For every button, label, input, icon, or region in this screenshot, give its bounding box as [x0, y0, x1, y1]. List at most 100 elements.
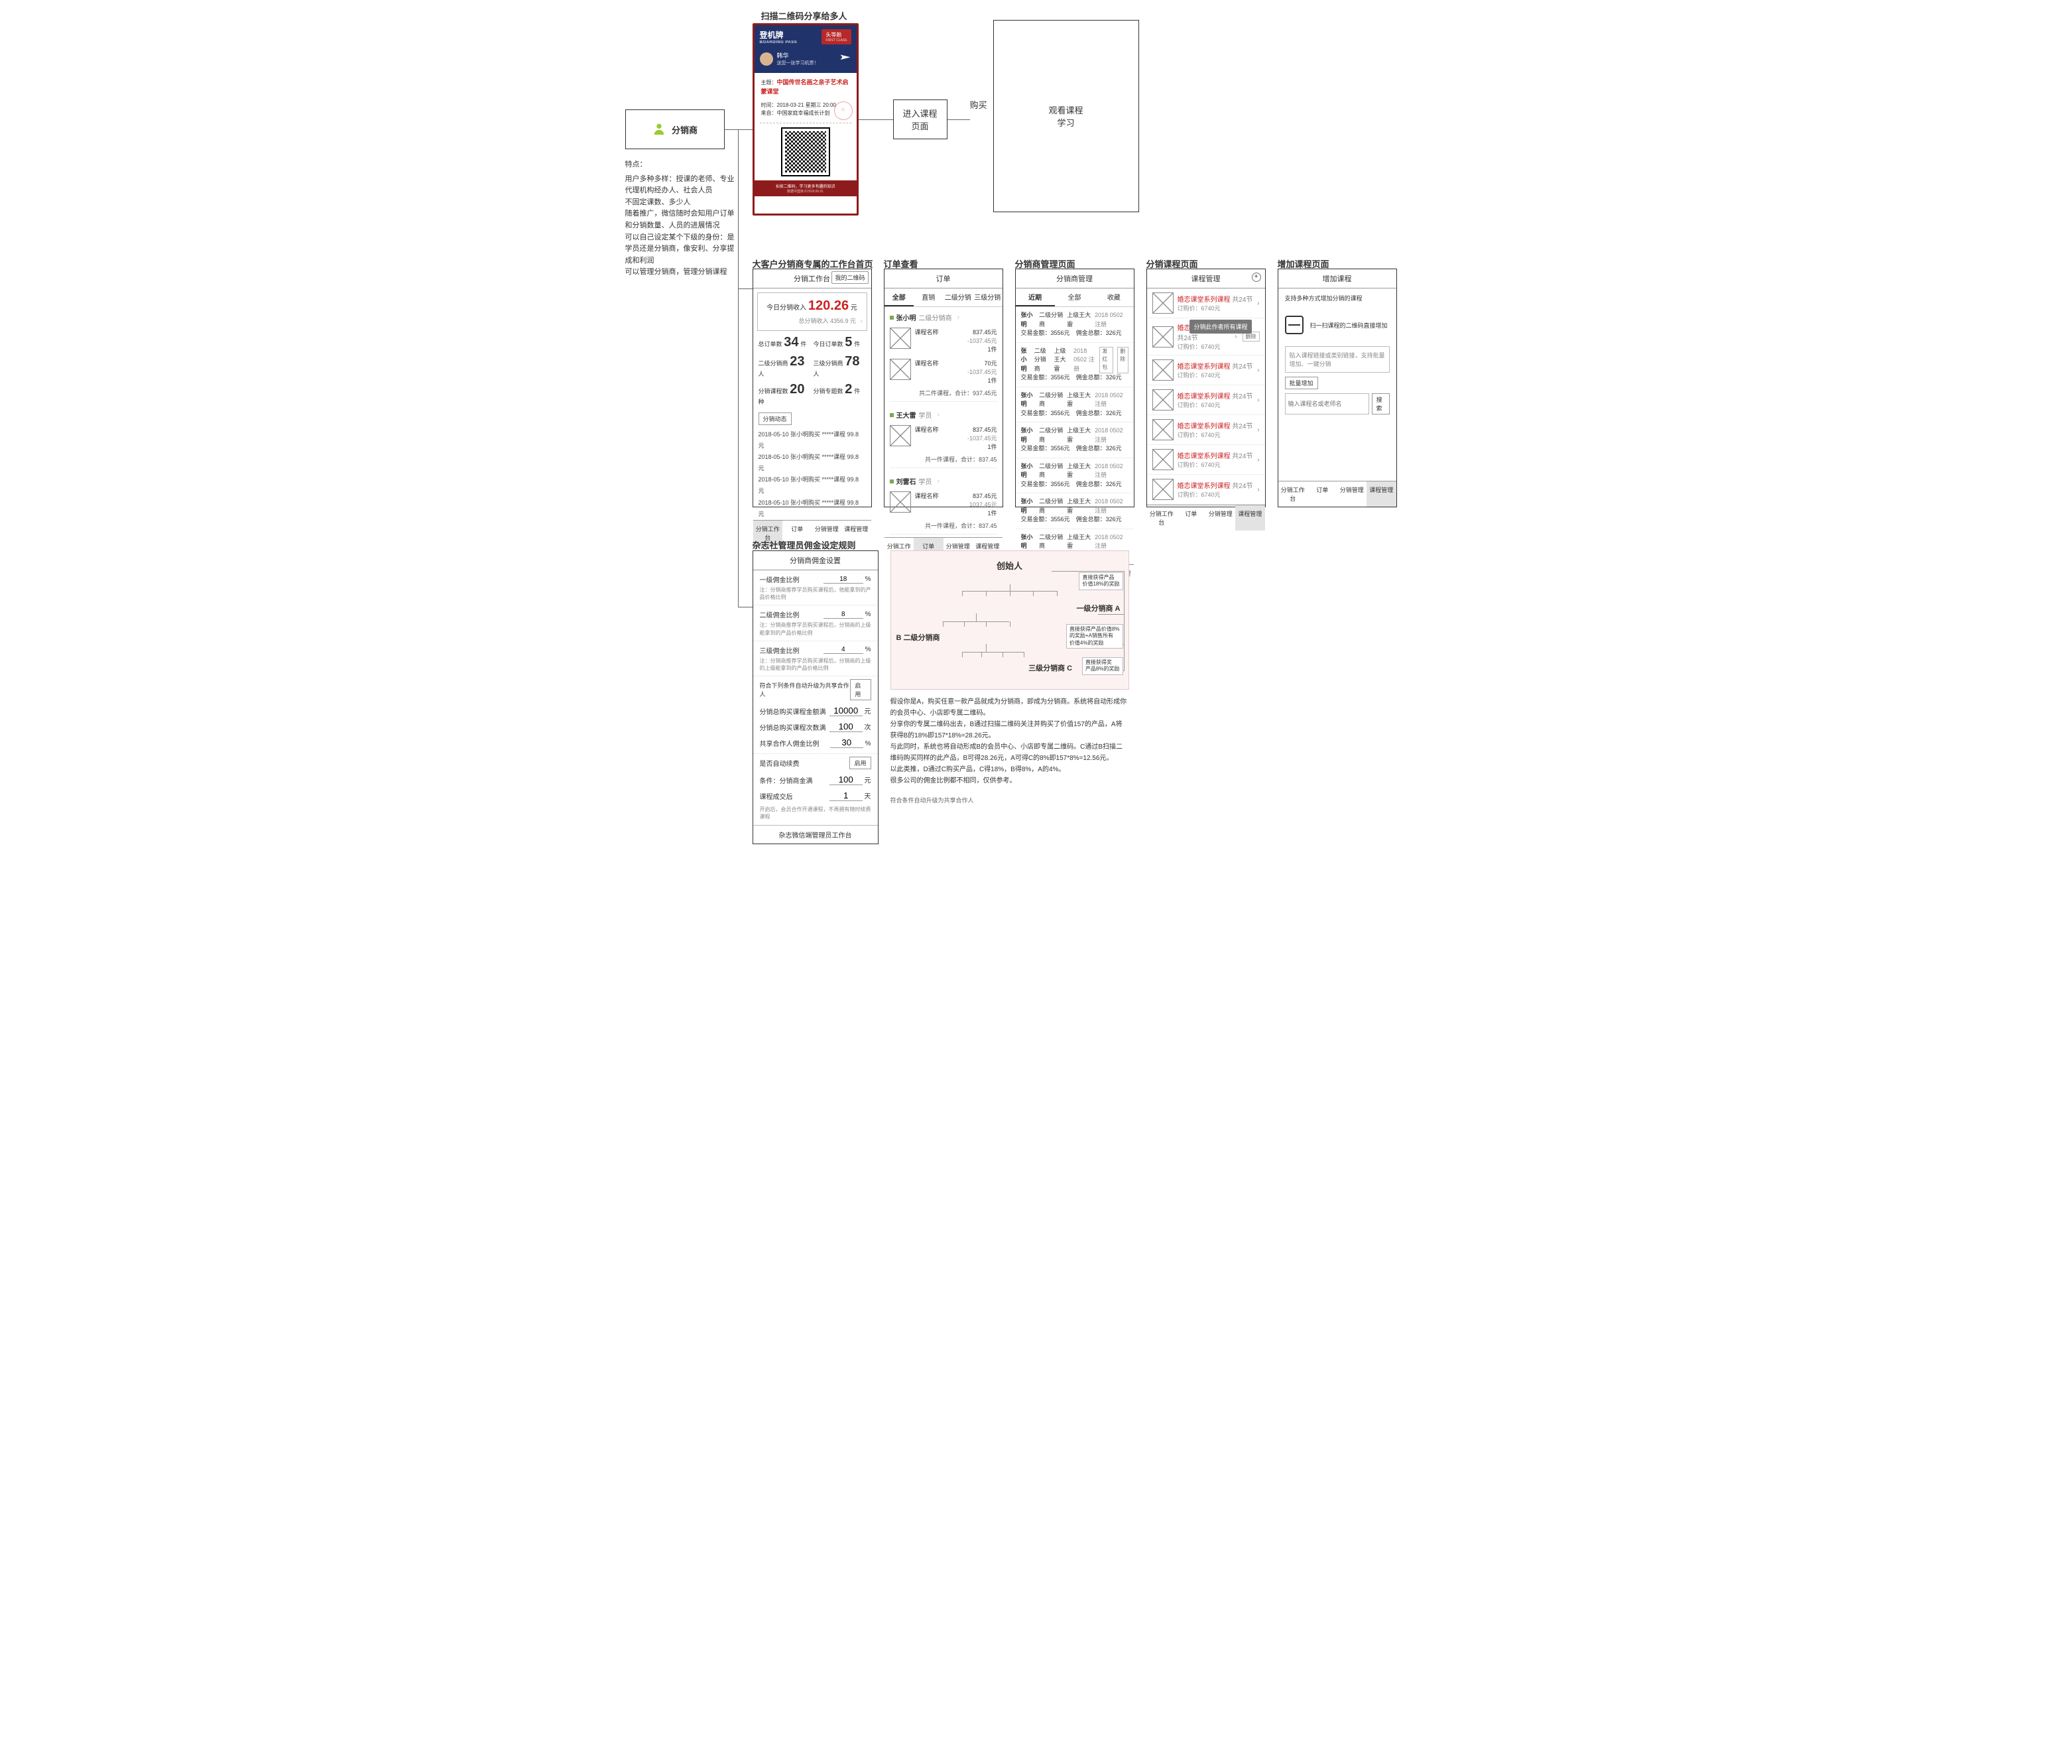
panel-dist-mgmt: 分销商管理 近期 全部 收藏 张小明二级分销商上级王大雷2018 0502 注册…	[1015, 269, 1134, 507]
boarding-class-en: FIRST CLASS	[825, 38, 847, 42]
r1-input[interactable]	[829, 775, 863, 785]
tab-dm-all[interactable]: 全部	[1055, 288, 1094, 306]
l3-note: 注：分销商推荐学员购买课程后，分销商的上级的上级能拿到的产品价格比例	[760, 657, 871, 672]
features-line: 随着推广，微信随时会知用户订单和分销数量、人员的进展情况	[625, 208, 738, 231]
c3-input[interactable]	[830, 737, 863, 748]
nav-course-mgmt[interactable]: 课程管理	[1235, 505, 1265, 531]
course-row[interactable]: 婚恋课堂系列课程 共24节订购价：6740元›	[1147, 415, 1265, 445]
stat-cell: 分销课程数 20 种	[759, 382, 811, 406]
order-item[interactable]: 课程名称837.45元1037.45元1件	[890, 489, 997, 520]
c1-input[interactable]	[829, 706, 863, 716]
activity-row: 2018-05-10 张小明购买 *****课程 99.8 元	[759, 429, 866, 452]
paste-links-area[interactable]: 贴入课程链接或类别链接，支持批量增加、一键分销	[1285, 346, 1390, 373]
l2-input[interactable]	[823, 611, 863, 619]
order-head[interactable]: 刘雷石 学员	[890, 473, 997, 489]
order-group: 张小明 二级分销商课程名称837.45元-1037.45元1件课程名称70元-1…	[884, 307, 1003, 405]
caption-commission: 杂志社管理员佣金设定规则	[753, 538, 856, 551]
order-group: 王大雷 学员课程名称837.45元-1037.45元1件共一件课程，合计：837…	[884, 405, 1003, 471]
delete-button[interactable]: 删除	[1117, 347, 1128, 374]
features-header: 特点：	[625, 159, 738, 171]
pyr-bubble-top: 直接获得产品 价值18%的奖励	[1079, 572, 1123, 590]
tab-l3[interactable]: 三级分销	[973, 288, 1003, 306]
boarding-user: 韩华	[777, 52, 789, 59]
tab-recent[interactable]: 近期	[1016, 288, 1055, 306]
order-item[interactable]: 课程名称70元-1037.45元1件	[890, 356, 997, 387]
total-income: 4356.9 元	[830, 318, 856, 324]
caption-scan-share: 扫描二维码分享给多人	[761, 9, 847, 22]
order-head[interactable]: 王大雷 学员	[890, 407, 997, 422]
nav-dashboard[interactable]: 分销工作台	[1278, 481, 1308, 507]
distributor-row[interactable]: 张小明二级分销商上级王大雷2018 0502 注册发红包 删除交易金额：3556…	[1016, 343, 1134, 387]
activity-button[interactable]: 分销动态	[759, 412, 792, 425]
enable-button-1[interactable]: 启用	[850, 679, 871, 700]
add-course-title: 增加课程	[1323, 275, 1352, 283]
features-line: 用户多种多样：授课的老师、专业代理机构经办人、社会人员	[625, 174, 738, 197]
boarding-footer2: 数据中国亲子2018.06.01	[755, 189, 857, 194]
course-row[interactable]: 婚恋课堂系列课程 共24节订购价：6740元›	[1147, 475, 1265, 505]
order-item[interactable]: 课程名称837.45元-1037.45元1件	[890, 422, 997, 454]
l3-input[interactable]	[823, 646, 863, 654]
tab-fav[interactable]: 收藏	[1094, 288, 1133, 306]
c2-input[interactable]	[829, 722, 863, 732]
add-button[interactable]: +	[1252, 273, 1261, 282]
distributor-row[interactable]: 张小明二级分销商上级王大雷2018 0502 注册交易金额：3556元 佣金总额…	[1016, 387, 1134, 423]
course-row[interactable]: 婚恋课堂系列课程 共24节订购价：6740元›分销此作者所有课程删除	[1147, 318, 1265, 355]
enable-button-2[interactable]: 启用	[849, 757, 871, 769]
search-button[interactable]: 搜索	[1372, 393, 1390, 414]
scan-icon[interactable]	[1285, 316, 1304, 334]
flow-buy-label: 购买	[970, 98, 987, 111]
course-row[interactable]: 婚恋课堂系列课程 共24节订购价：6740元›	[1147, 355, 1265, 385]
distributor-row[interactable]: 张小明二级分销商上级王大雷2018 0502 注册交易金额：3556元 佣金总额…	[1016, 307, 1134, 343]
course-mgmt-title: 课程管理	[1191, 275, 1221, 283]
batch-add-button[interactable]: 批量增加	[1285, 377, 1318, 389]
order-head[interactable]: 张小明 二级分销商	[890, 310, 997, 325]
today-income-unit: 元	[851, 304, 857, 312]
dist-mgmt-title: 分销商管理	[1056, 275, 1093, 283]
nav-orders[interactable]: 订单	[1308, 481, 1337, 507]
panel-orders: 订单 全部 直销 二级分销 三级分销 张小明 二级分销商课程名称837.45元-…	[884, 269, 1003, 507]
distributor-node: 分销商	[625, 109, 725, 149]
distributor-label: 分销商	[672, 123, 698, 136]
boarding-footer1: 长按二维码，学习更多有趣的知识	[755, 183, 857, 189]
activity-row: 2018-05-10 张小明购买 *****课程 99.8 元	[759, 452, 866, 474]
pyramid-chart: 创始人 一级分销商 A 直接获得产品 价值18%的奖励	[890, 550, 1129, 690]
panel-dashboard: 分销工作台 我的二维码 今日分销收入 120.26 元 总分销收入 4356.9…	[753, 269, 872, 507]
tab-all[interactable]: 全部	[884, 288, 914, 306]
person-icon	[652, 121, 666, 138]
boarding-title: 登机牌	[760, 31, 784, 40]
l1-label: 一级佣金比例	[760, 574, 800, 584]
my-qr-button[interactable]: 我的二维码	[831, 271, 868, 284]
orders-title: 订单	[936, 275, 951, 283]
course-row[interactable]: 婚恋课堂系列课程 共24节订购价：6740元›	[1147, 288, 1265, 318]
pyr-a-label: 一级分销商 A	[1077, 603, 1121, 613]
nav-orders[interactable]: 订单	[1176, 505, 1206, 531]
course-popover[interactable]: 分销此作者所有课程	[1189, 320, 1251, 334]
pyr-bubble-bot: 直接获得奖 产品8%的奖励	[1082, 657, 1123, 675]
distributor-row[interactable]: 张小明二级分销商上级王大雷2018 0502 注册交易金额：3556元 佣金总额…	[1016, 458, 1134, 494]
activity-row: 2018-05-10 张小明购买 *****课程 99.8 元	[759, 474, 866, 497]
tab-direct[interactable]: 直销	[914, 288, 944, 306]
distributor-row[interactable]: 张小明二级分销商上级王大雷2018 0502 注册交易金额：3556元 佣金总额…	[1016, 493, 1134, 529]
order-item[interactable]: 课程名称837.45元-1037.45元1件	[890, 325, 997, 356]
qr-code[interactable]	[782, 129, 829, 175]
l1-input[interactable]	[823, 576, 863, 584]
nav-dist-mgmt[interactable]: 分销管理	[1337, 481, 1367, 507]
features-line: 可以管理分销商，管理分销课程	[625, 267, 738, 279]
pyr-c-label: 三级分销商 C	[1028, 662, 1072, 673]
nav-dist-mgmt[interactable]: 分销管理	[1206, 505, 1236, 531]
course-row[interactable]: 婚恋课堂系列课程 共24节订购价：6740元›	[1147, 445, 1265, 475]
stat-cell: 三级分销商 78 人	[814, 354, 866, 378]
distributor-row[interactable]: 张小明二级分销商上级王大雷2018 0502 注册交易金额：3556元 佣金总额…	[1016, 422, 1134, 458]
tab-l2[interactable]: 二级分销	[944, 288, 973, 306]
redpacket-button[interactable]: 发红包	[1099, 347, 1113, 374]
flow-watch: 观看课程 学习	[993, 20, 1139, 212]
stat-cell: 今日订单数 5 件	[814, 335, 866, 350]
course-row[interactable]: 婚恋课堂系列课程 共24节订购价：6740元›	[1147, 385, 1265, 415]
r2-input[interactable]	[829, 790, 863, 801]
nav-dashboard[interactable]: 分销工作台	[1147, 505, 1177, 531]
theme-label: 主题：	[761, 80, 777, 86]
nav-course-mgmt[interactable]: 课程管理	[1367, 481, 1396, 507]
course-search-input[interactable]	[1285, 393, 1369, 414]
today-income-label: 今日分销收入	[766, 304, 806, 312]
l2-label: 二级佣金比例	[760, 609, 800, 619]
